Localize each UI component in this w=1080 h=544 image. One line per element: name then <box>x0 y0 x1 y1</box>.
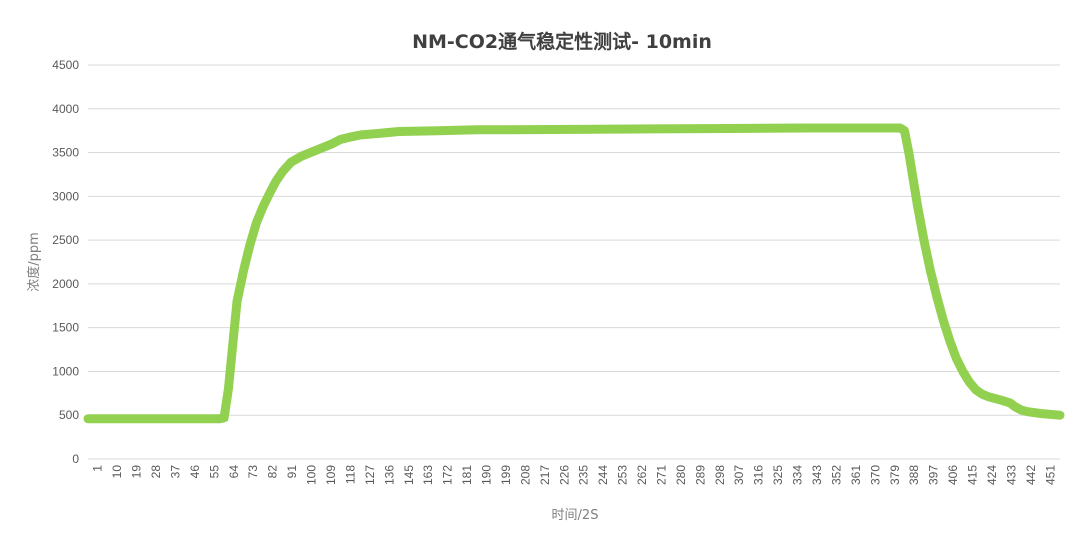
x-tick-label: 433 <box>1004 465 1018 485</box>
x-tick-label: 19 <box>130 465 144 479</box>
x-tick-label: 91 <box>285 465 299 479</box>
x-tick-label: 298 <box>713 465 727 485</box>
chart-title: NM-CO2通气稳定性测试- 10min <box>412 30 712 53</box>
y-tick-label: 2500 <box>52 233 79 247</box>
x-tick-label: 199 <box>499 465 513 485</box>
gridlines <box>88 64 1060 460</box>
x-tick-label: 316 <box>752 465 766 485</box>
x-tick-label: 172 <box>441 465 455 485</box>
y-tick-label: 1000 <box>52 364 79 378</box>
x-tick-label: 190 <box>480 465 494 485</box>
x-tick-label: 442 <box>1024 465 1038 485</box>
y-axis-label: 浓度/ppm <box>26 232 42 292</box>
x-tick-label: 379 <box>888 465 902 485</box>
x-tick-label: 262 <box>635 465 649 485</box>
x-tick-label: 118 <box>343 465 357 484</box>
x-tick-label: 217 <box>538 465 552 485</box>
x-tick-labels: 1 10 19 28 37 46 55 64 73 82 91 100 109 118 127 136 145 1… <box>91 465 1058 485</box>
x-tick-label: 271 <box>654 465 668 485</box>
x-tick-label: 28 <box>149 465 163 479</box>
x-tick-label: 181 <box>460 465 474 485</box>
x-tick-label: 46 <box>188 465 202 479</box>
series-layer <box>83 123 1065 424</box>
y-tick-label: 500 <box>59 408 79 422</box>
x-tick-label: 388 <box>907 465 921 485</box>
x-tick-label: 226 <box>557 465 571 485</box>
x-tick-label: 145 <box>402 465 416 485</box>
x-tick-label: 55 <box>207 465 221 479</box>
x-tick-label: 361 <box>849 465 863 485</box>
x-tick-label: 208 <box>518 465 532 485</box>
x-tick-label: 163 <box>421 465 435 485</box>
x-tick-label: 10 <box>110 465 124 479</box>
x-tick-label: 451 <box>1043 465 1057 485</box>
x-tick-label: 136 <box>382 465 396 485</box>
x-tick-label: 127 <box>363 465 377 485</box>
x-tick-label: 109 <box>324 465 338 485</box>
x-tick-label: 370 <box>868 465 882 485</box>
x-tick-label: 424 <box>985 465 999 485</box>
x-tick-label: 397 <box>927 465 941 485</box>
y-tick-label: 4500 <box>52 58 79 72</box>
x-tick-label: 325 <box>771 465 785 485</box>
x-tick-label: 73 <box>246 465 260 479</box>
x-tick-label: 100 <box>305 465 319 485</box>
x-tick-label: 253 <box>616 465 630 485</box>
y-tick-label: 0 <box>72 452 79 466</box>
y-tick-labels: 0 500 1000 1500 2000 2500 3000 3500 4000 4500 <box>52 58 79 466</box>
y-tick-label: 4000 <box>52 102 79 116</box>
series-line-0 <box>83 123 1065 424</box>
x-tick-label: 352 <box>829 465 843 485</box>
x-tick-label: 82 <box>266 465 280 479</box>
x-tick-label: 244 <box>596 465 610 485</box>
x-tick-label: 334 <box>791 465 805 485</box>
x-tick-label: 415 <box>966 465 980 485</box>
y-tick-label: 1500 <box>52 321 79 335</box>
y-tick-label: 3000 <box>52 189 79 203</box>
x-tick-label: 235 <box>577 465 591 485</box>
x-tick-label: 406 <box>946 465 960 485</box>
x-tick-label: 343 <box>810 465 824 485</box>
x-tick-label: 280 <box>674 465 688 485</box>
x-tick-label: 289 <box>693 465 707 485</box>
y-tick-label: 3500 <box>52 146 79 160</box>
x-tick-label: 1 <box>91 465 105 472</box>
x-tick-label: 307 <box>732 465 746 485</box>
x-axis-label: 时间/2S <box>552 508 599 523</box>
x-tick-label: 37 <box>168 465 182 479</box>
x-tick-label: 64 <box>227 465 241 479</box>
y-tick-label: 2000 <box>52 277 79 291</box>
